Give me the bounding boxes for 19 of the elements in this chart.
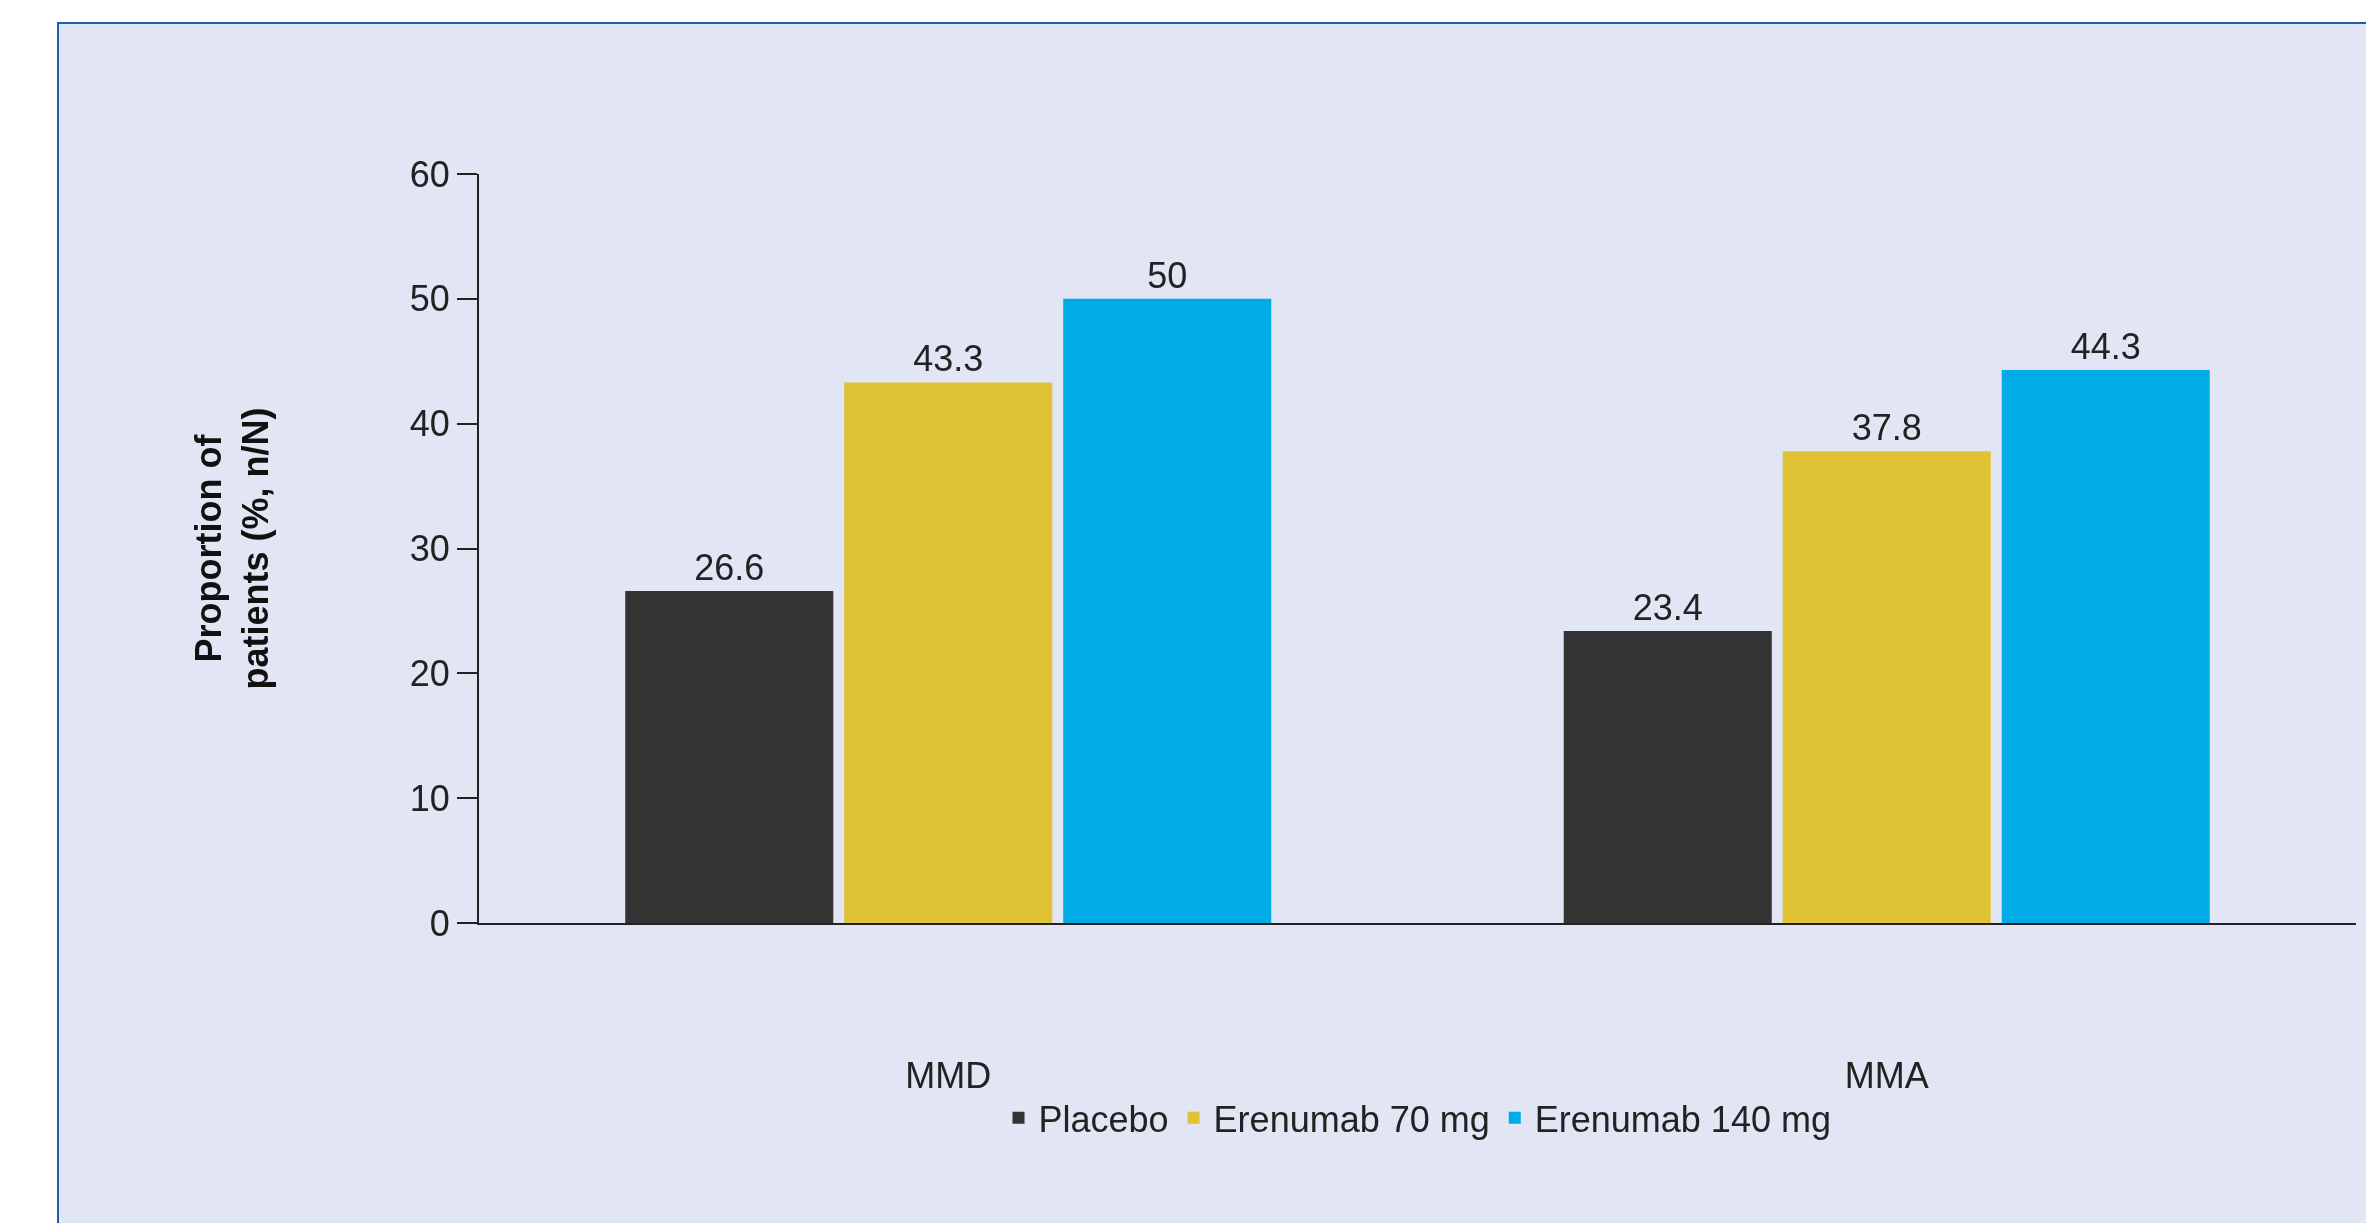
legend-label: Erenumab 140 mg bbox=[1534, 1098, 1831, 1140]
y-tick-label: 20 bbox=[409, 652, 450, 694]
y-tick-label: 50 bbox=[409, 278, 450, 320]
data-label: 26.6 bbox=[694, 546, 765, 588]
y-tick-label: 30 bbox=[409, 528, 450, 570]
data-label: 23.4 bbox=[1632, 586, 1703, 628]
legend-label: Placebo bbox=[1038, 1098, 1169, 1140]
y-tick-label: 0 bbox=[429, 902, 450, 944]
data-label: 50 bbox=[1147, 254, 1188, 296]
data-label: 37.8 bbox=[1851, 407, 1922, 449]
data-label: 43.3 bbox=[913, 338, 984, 380]
y-axis-title: Proportion of patients (%, n/N) bbox=[188, 407, 277, 690]
x-tick-label: MMA bbox=[1844, 1055, 1929, 1097]
y-tick-label: 60 bbox=[409, 153, 450, 195]
y-tick-label: 40 bbox=[409, 403, 450, 445]
x-tick-label: MMD bbox=[905, 1055, 992, 1097]
data-label: 44.3 bbox=[2070, 325, 2141, 367]
y-tick-label: 10 bbox=[409, 777, 450, 819]
legend-label: Erenumab 70 mg bbox=[1213, 1098, 1490, 1140]
